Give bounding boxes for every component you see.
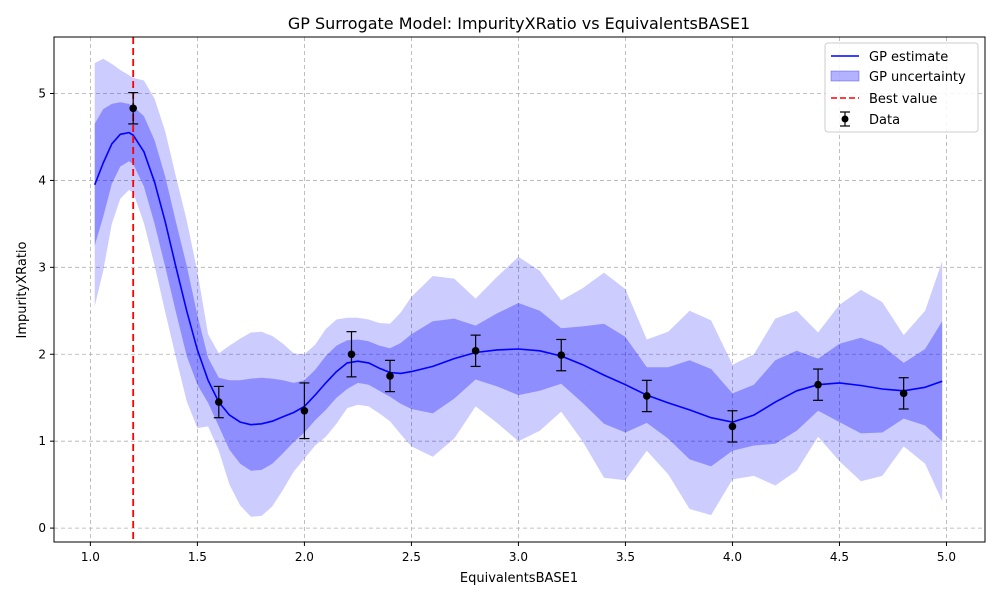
legend-gp-uncertainty-swatch — [830, 70, 860, 82]
data-point — [470, 334, 481, 368]
y-tick-label: 1 — [38, 434, 46, 448]
data-point — [641, 379, 652, 413]
data-marker — [814, 380, 822, 389]
legend-best-value-label: Best value — [869, 92, 937, 107]
legend-gp-estimate-label: GP estimate — [869, 50, 948, 65]
legend-data-swatch — [840, 111, 850, 127]
data-marker — [300, 406, 309, 415]
data-point — [128, 92, 139, 125]
uncertainty-bands — [94, 58, 943, 517]
legend-data-label: Data — [869, 113, 900, 128]
data-point — [385, 359, 396, 393]
data-point — [213, 385, 224, 419]
data-marker — [129, 104, 137, 113]
x-tick-label: 1.0 — [81, 550, 100, 564]
legend-box — [824, 42, 979, 133]
y-tick-label: 0 — [38, 521, 46, 535]
data-point — [346, 331, 357, 378]
plot-frame — [53, 36, 986, 543]
legend: GP estimate GP uncertainty Best value Da… — [824, 42, 979, 133]
data-marker — [386, 372, 394, 380]
gp-estimate-line — [93, 131, 943, 426]
x-tick-label: 1.5 — [188, 550, 207, 564]
x-tick-label: 4.0 — [723, 550, 742, 564]
data-marker — [643, 392, 651, 400]
y-axis-label: ImpurityXRatio — [15, 241, 30, 338]
chart-title: GP Surrogate Model: ImpurityXRatio vs Eq… — [288, 14, 750, 33]
y-tick-label: 3 — [38, 260, 46, 274]
data-marker — [899, 389, 908, 398]
data-point — [727, 410, 738, 443]
data-point — [299, 382, 310, 440]
x-tick-label: 2.5 — [402, 550, 421, 564]
y-tick-label: 4 — [38, 173, 46, 187]
data-marker — [557, 351, 566, 359]
gp-uncertainty-inner-band — [94, 102, 943, 471]
x-tick-label: 2.0 — [295, 550, 314, 564]
data-points-layer — [128, 92, 909, 443]
gp-estimate-layer — [93, 131, 943, 426]
data-marker — [347, 350, 356, 359]
data-marker — [728, 422, 737, 431]
data-point — [556, 338, 567, 372]
legend-gp-uncertainty-label: GP uncertainty — [869, 70, 966, 85]
x-tick-label: 4.5 — [830, 550, 849, 564]
y-tick-label: 5 — [38, 86, 46, 100]
x-axis-ticks: 1.0 1.5 2.0 2.5 3.0 3.5 4.0 4.5 5.0 — [81, 542, 956, 564]
grid — [54, 37, 985, 542]
x-tick-label: 3.0 — [509, 550, 528, 564]
gp-uncertainty-outer-band — [94, 58, 943, 517]
data-marker — [471, 346, 480, 355]
data-point — [898, 377, 909, 410]
data-marker — [214, 398, 223, 406]
data-point — [813, 368, 824, 401]
y-axis-ticks: 0 1 2 3 4 5 — [38, 86, 54, 535]
x-tick-label: 3.5 — [616, 550, 635, 564]
x-axis-label: EquivalentsBASE1 — [460, 571, 578, 586]
y-tick-label: 2 — [38, 347, 46, 361]
x-tick-label: 5.0 — [937, 550, 956, 564]
